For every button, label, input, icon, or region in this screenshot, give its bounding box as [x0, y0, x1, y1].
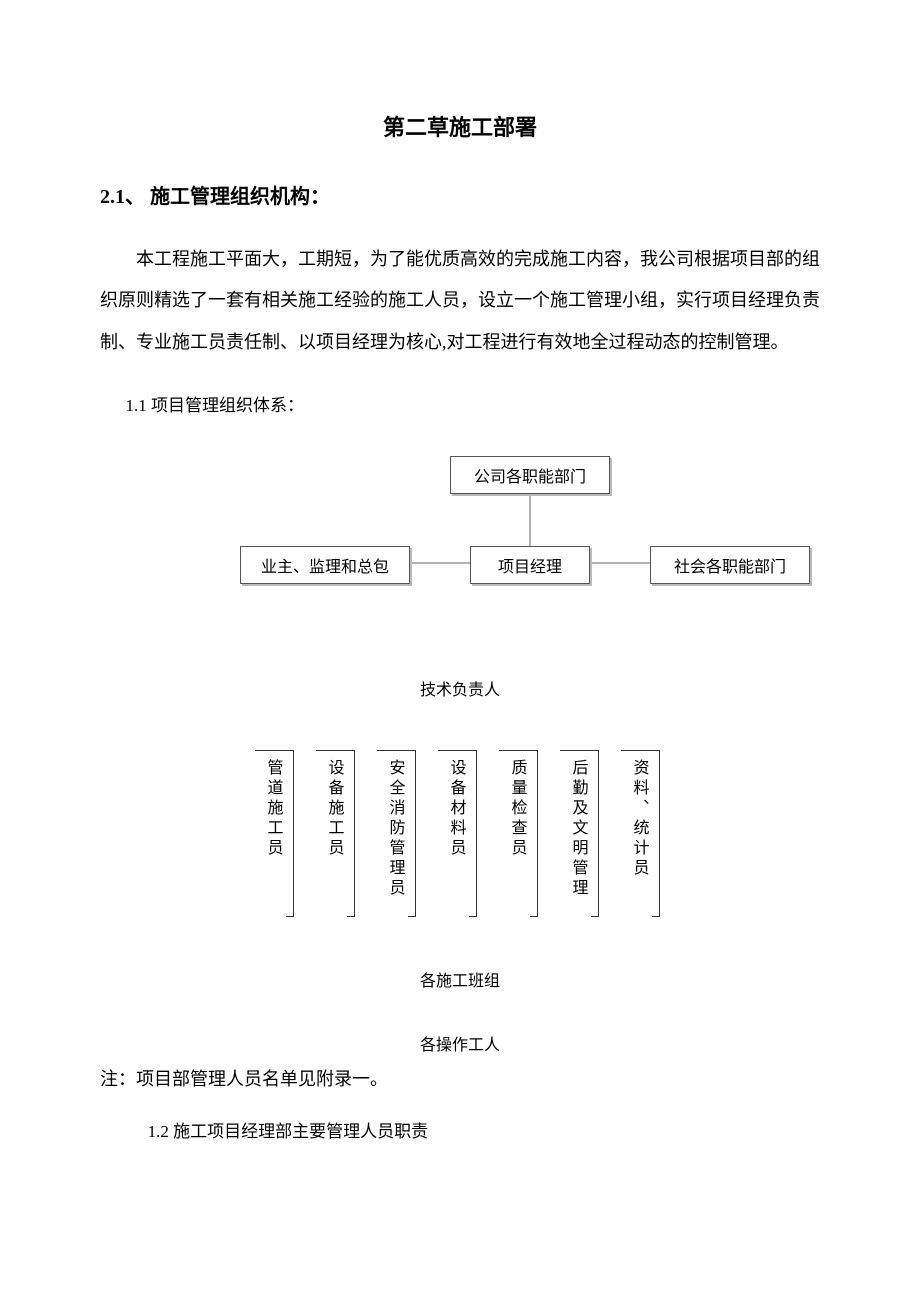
- role-col: 设备施工员: [322, 750, 355, 917]
- section-heading-text: 施工管理组织机构：: [150, 186, 330, 208]
- document-page: 第二草施工部署 2.1、 施工管理组织机构： 本工程施工平面大，工期短，为了能优…: [0, 0, 920, 1202]
- teams-label: 各施工班组: [100, 967, 820, 991]
- org-chart: 公司各职能部门 业主、监理和总包 项目经理 社会各职能部门: [100, 456, 820, 636]
- role-col: 后勤及文明管理: [566, 750, 599, 917]
- org-node-right: 社会各职能部门: [650, 546, 810, 584]
- appendix-note: 注：项目部管理人员名单见附录一。: [100, 1065, 820, 1091]
- role-col: 安全消防管理员: [383, 750, 416, 917]
- org-node-mid: 项目经理: [470, 546, 590, 584]
- role-col: 资料、统计员: [627, 750, 660, 917]
- org-node-top: 公司各职能部门: [450, 456, 610, 494]
- org-node-left: 业主、监理和总包: [240, 546, 410, 584]
- section-heading: 2.1、 施工管理组织机构：: [100, 180, 820, 209]
- chapter-title: 第二草施工部署: [100, 110, 820, 142]
- role-col: 质量检查员: [505, 750, 538, 917]
- vertical-roles-row: 管道施工员 设备施工员 安全消防管理员 设备材料员 质量检查员 后勤及文明管理 …: [100, 750, 820, 917]
- role-col: 管道施工员: [261, 750, 294, 917]
- section-number: 2.1、: [100, 186, 145, 208]
- workers-label: 各操作工人: [100, 1031, 820, 1055]
- section-paragraph: 本工程施工平面大，工期短，为了能优质高效的完成施工内容，我公司根据项目部的组织原…: [100, 239, 820, 363]
- subsection-1-1: 1.1 项目管理组织体系：: [126, 391, 821, 416]
- subsection-1-2: 1.2 施工项目经理部主要管理人员职责: [148, 1117, 820, 1142]
- role-col: 设备材料员: [444, 750, 477, 917]
- tech-leader-label: 技术负责人: [100, 676, 820, 700]
